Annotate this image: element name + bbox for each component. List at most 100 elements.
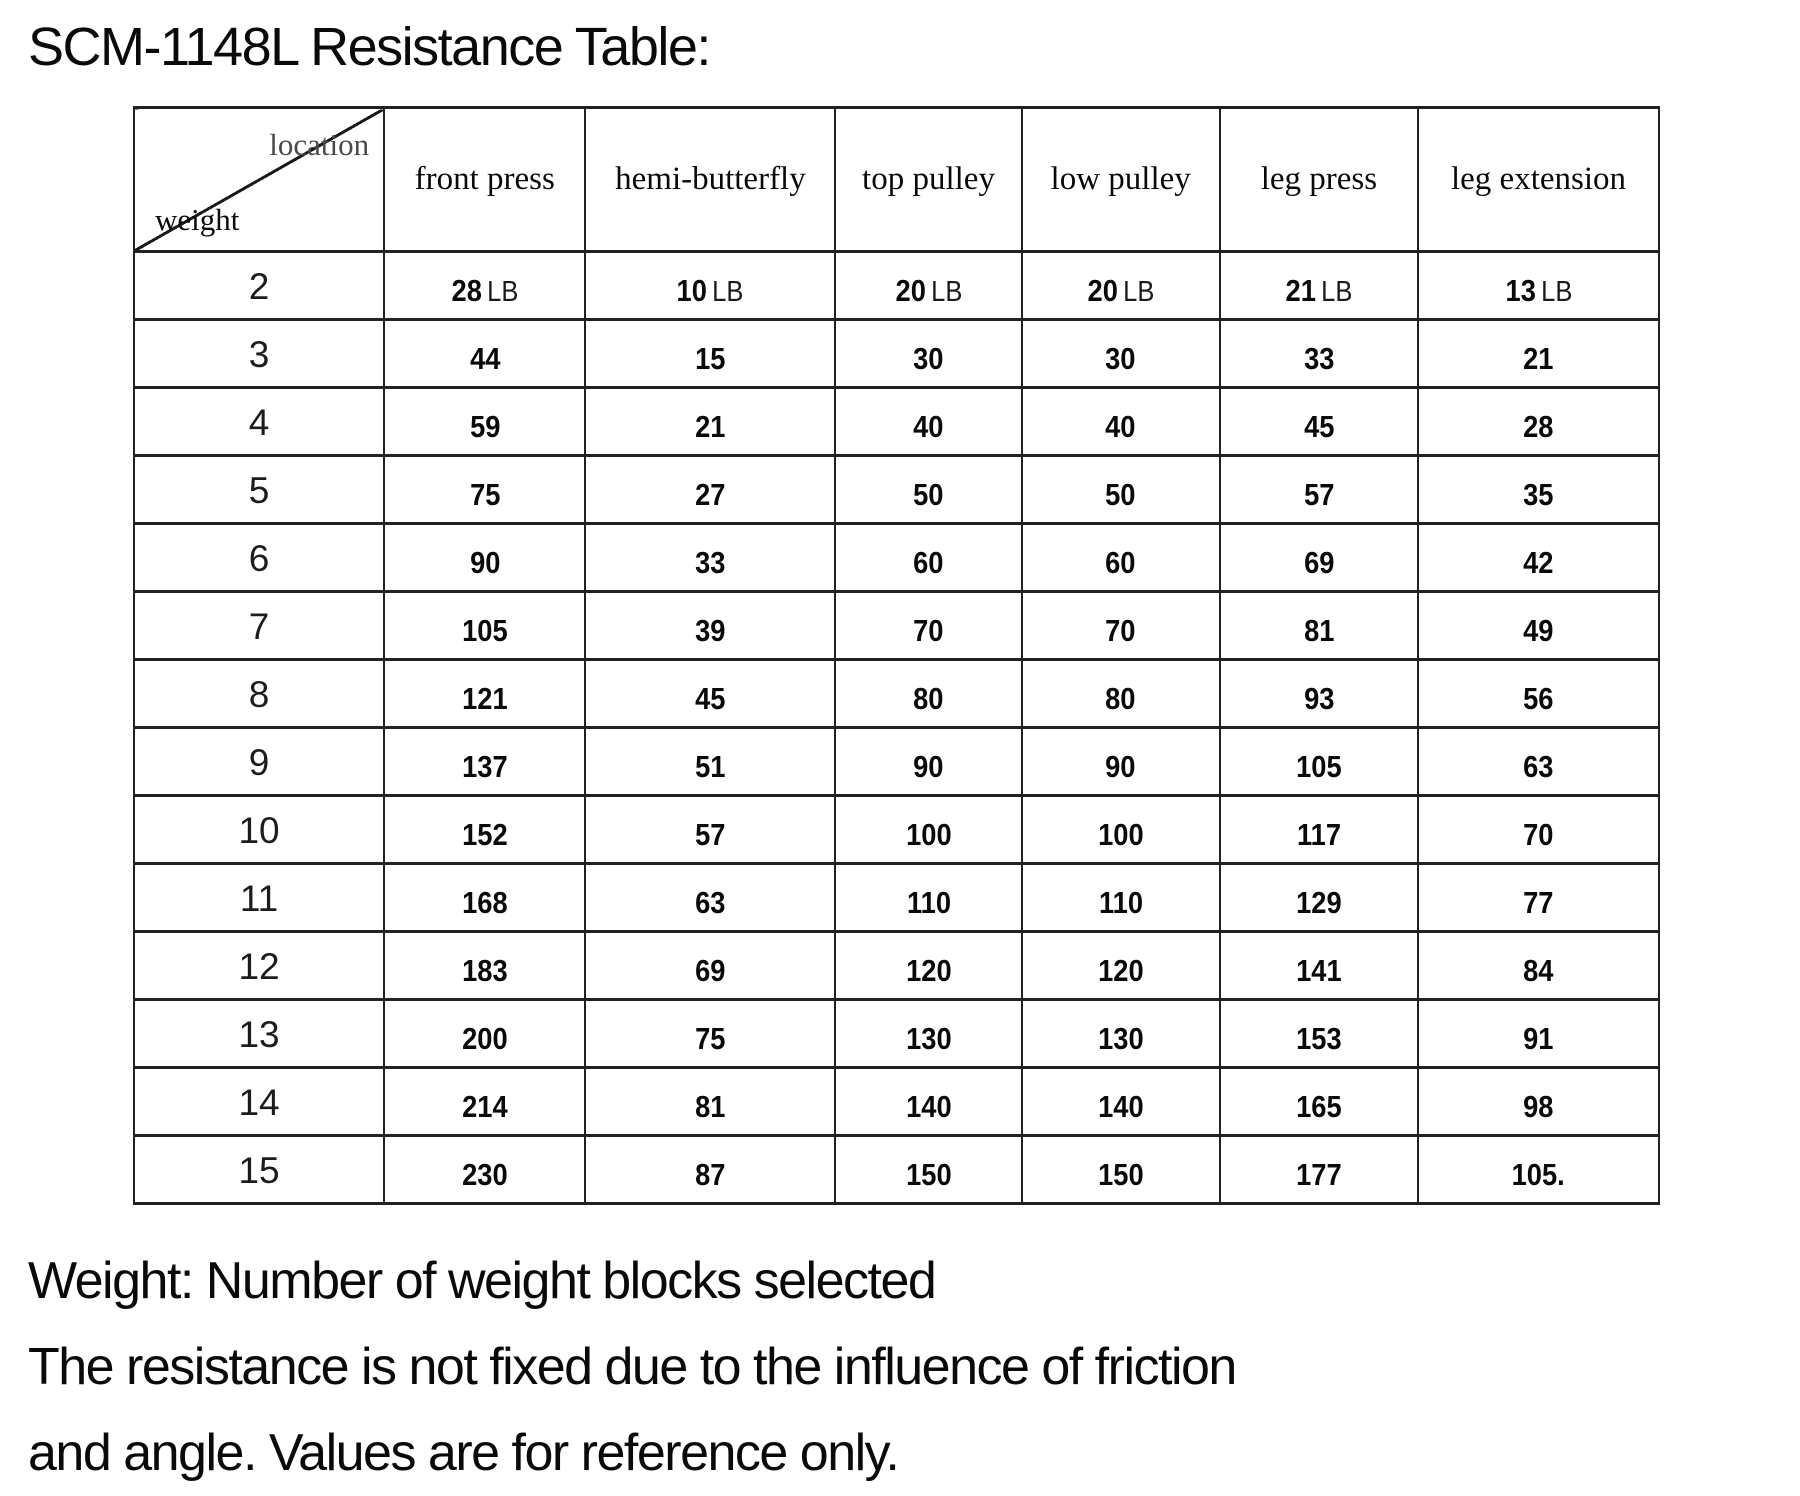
resistance-value-cell: 75 <box>584 998 837 1069</box>
resistance-value: 81 <box>1303 612 1335 648</box>
resistance-value-cell: 77 <box>1417 862 1660 933</box>
resistance-value-cell: 45 <box>1218 386 1420 457</box>
resistance-value: 90 <box>913 748 944 784</box>
resistance-value-cell: 105 <box>1218 726 1420 797</box>
table-row: 2 28 LB 10 LB 20 LB 20 LB 21 LB 13 LB <box>132 250 1660 321</box>
resistance-value: 50 <box>913 476 944 512</box>
resistance-value: 28 <box>451 272 482 308</box>
resistance-value: 90 <box>469 544 500 580</box>
notes-block: Weight: Number of weight blocks selected… <box>28 1238 1768 1496</box>
unit-label: LB <box>486 275 519 308</box>
resistance-value-cell: 140 <box>834 1066 1023 1137</box>
resistance-value-cell: 100 <box>1020 794 1221 865</box>
resistance-value-cell: 90 <box>383 522 587 593</box>
table-row: 3 44 15 30 30 33 21 <box>132 318 1660 389</box>
resistance-value-cell: 230 <box>383 1134 587 1205</box>
resistance-value-cell: 200 <box>383 998 587 1069</box>
resistance-value-cell: 90 <box>1020 726 1221 797</box>
resistance-value-cell: 117 <box>1218 794 1420 865</box>
resistance-value-cell: 120 <box>1020 930 1221 1001</box>
resistance-value-cell: 141 <box>1218 930 1420 1001</box>
resistance-value: 21 <box>1285 272 1316 308</box>
resistance-value: 230 <box>461 1156 508 1192</box>
column-header-hemi-butterfly: hemi-butterfly <box>584 106 837 253</box>
resistance-value-cell: 80 <box>1020 658 1221 729</box>
weight-cell: 5 <box>132 454 386 525</box>
resistance-value: 214 <box>461 1088 508 1124</box>
resistance-value-cell: 214 <box>383 1066 587 1137</box>
resistance-value: 20 <box>1087 272 1118 308</box>
resistance-value: 77 <box>1523 884 1554 920</box>
resistance-value: 84 <box>1523 952 1554 988</box>
resistance-value-cell: 28 LB <box>383 250 587 321</box>
resistance-value-cell: 110 <box>834 862 1023 933</box>
table-row: 8 121 45 80 80 93 56 <box>132 658 1660 729</box>
resistance-value-cell: 50 <box>1020 454 1221 525</box>
resistance-value-cell: 130 <box>1020 998 1221 1069</box>
resistance-value: 63 <box>1523 748 1554 784</box>
resistance-value: 168 <box>461 884 508 920</box>
weight-cell: 14 <box>132 1066 386 1137</box>
resistance-value-cell: 15 <box>584 318 837 389</box>
resistance-value: 140 <box>905 1088 952 1124</box>
table-row: 15 230 87 150 150 177 105. <box>132 1134 1660 1205</box>
page-title: SCM-1148L Resistance Table: <box>28 17 711 77</box>
resistance-value-cell: 42 <box>1417 522 1660 593</box>
unit-label: LB <box>930 275 962 308</box>
resistance-value: 130 <box>905 1020 952 1056</box>
resistance-value: 105. <box>1511 1156 1566 1192</box>
resistance-value: 153 <box>1296 1020 1342 1056</box>
resistance-value-cell: 30 <box>834 318 1023 389</box>
resistance-value-cell: 40 <box>1020 386 1221 457</box>
resistance-value: 70 <box>1523 816 1554 852</box>
unit-label: LB <box>712 275 744 308</box>
resistance-value-cell: 20 LB <box>834 250 1023 321</box>
resistance-value: 87 <box>695 1156 726 1192</box>
resistance-value: 200 <box>461 1020 508 1056</box>
resistance-value: 110 <box>1098 884 1143 920</box>
resistance-value: 69 <box>695 952 726 988</box>
resistance-value-cell: 129 <box>1218 862 1420 933</box>
resistance-value-cell: 177 <box>1218 1134 1420 1205</box>
resistance-value-cell: 21 <box>1417 318 1660 389</box>
column-header-leg-press: leg press <box>1218 106 1420 253</box>
resistance-table: location weight front press hemi-butterf… <box>132 106 1660 1205</box>
resistance-value: 49 <box>1523 612 1554 648</box>
resistance-value: 45 <box>1303 408 1335 444</box>
resistance-value-cell: 137 <box>383 726 587 797</box>
resistance-value-cell: 28 <box>1417 386 1660 457</box>
resistance-value-cell: 20 LB <box>1020 250 1221 321</box>
resistance-value-cell: 63 <box>1417 726 1660 797</box>
resistance-value: 28 <box>1523 408 1554 444</box>
resistance-value-cell: 70 <box>1020 590 1221 661</box>
resistance-value: 90 <box>1105 748 1136 784</box>
table-row: 11 168 63 110 110 129 77 <box>132 862 1660 933</box>
resistance-value: 69 <box>1303 544 1335 580</box>
resistance-value-cell: 21 <box>584 386 837 457</box>
table-row: 9 137 51 90 90 105 63 <box>132 726 1660 797</box>
column-header-top-pulley: top pulley <box>834 106 1023 253</box>
resistance-value: 57 <box>695 816 726 852</box>
resistance-value: 80 <box>913 680 944 716</box>
table-row: 4 59 21 40 40 45 28 <box>132 386 1660 457</box>
unit-label: LB <box>1540 275 1572 308</box>
resistance-value: 39 <box>695 612 726 648</box>
resistance-value: 10 <box>677 272 708 308</box>
resistance-value-cell: 140 <box>1020 1066 1221 1137</box>
resistance-value-cell: 63 <box>584 862 837 933</box>
resistance-value: 80 <box>1105 680 1136 716</box>
unit-label: LB <box>1321 275 1353 308</box>
column-header-front-press: front press <box>383 106 587 253</box>
resistance-value: 140 <box>1097 1088 1144 1124</box>
resistance-value-cell: 165 <box>1218 1066 1420 1137</box>
table-row: 13 200 75 130 130 153 91 <box>132 998 1660 1069</box>
resistance-value-cell: 91 <box>1417 998 1660 1069</box>
resistance-value-cell: 81 <box>1218 590 1420 661</box>
resistance-value: 56 <box>1523 680 1554 716</box>
resistance-value-cell: 168 <box>383 862 587 933</box>
corner-location-label: location <box>269 127 370 162</box>
resistance-value: 70 <box>913 612 944 648</box>
corner-weight-label: weight <box>155 202 240 237</box>
resistance-value: 40 <box>1105 408 1136 444</box>
weight-cell: 13 <box>132 998 386 1069</box>
